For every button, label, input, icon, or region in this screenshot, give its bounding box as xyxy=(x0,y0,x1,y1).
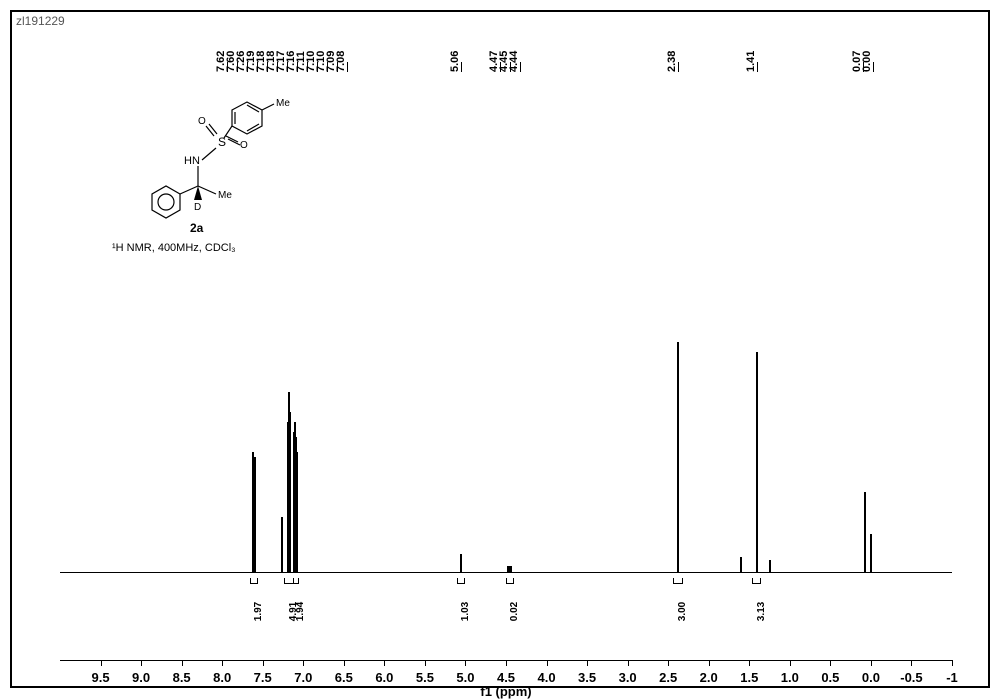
peak-ppm-label: 1.41 xyxy=(745,51,757,72)
integral-bracket xyxy=(250,578,258,584)
nmr-peak xyxy=(254,457,256,572)
x-axis-tick-label: 4.5 xyxy=(497,670,515,685)
x-axis-tick xyxy=(425,660,426,666)
nmr-plot-area: 1.974.911.941.030.023.003.139.59.08.58.0… xyxy=(12,72,988,612)
x-axis-title: f1 (ppm) xyxy=(480,684,531,699)
peak-ppm-label: 7.08 xyxy=(335,51,347,72)
peak-label-bar: 7.627.607.267.197.187.187.177.167.117.10… xyxy=(12,12,988,72)
peak-ppm-label: 2.38 xyxy=(666,51,678,72)
peak-leader-line xyxy=(461,62,462,72)
x-axis-tick xyxy=(506,660,507,666)
integral-bracket xyxy=(673,578,683,584)
x-axis-tick-label: 6.5 xyxy=(335,670,353,685)
x-axis-tick xyxy=(344,660,345,666)
x-axis-tick-label: 3.5 xyxy=(578,670,596,685)
integral-bracket xyxy=(293,578,299,584)
peak-leader-line xyxy=(347,62,348,72)
nmr-peak xyxy=(740,557,742,572)
peak-ppm-label: 5.06 xyxy=(449,51,461,72)
x-axis-tick xyxy=(911,660,912,666)
integral-value: 3.13 xyxy=(756,602,767,621)
x-axis-tick-label: 0.5 xyxy=(821,670,839,685)
x-axis-tick xyxy=(587,660,588,666)
integral-value: 3.00 xyxy=(677,602,688,621)
nmr-peak xyxy=(864,492,866,572)
x-axis-tick-label: 9.0 xyxy=(132,670,150,685)
nmr-peak xyxy=(510,566,512,572)
x-axis-tick xyxy=(749,660,750,666)
x-axis-tick-label: -1 xyxy=(946,670,958,685)
nmr-peak xyxy=(296,452,298,572)
x-axis-tick xyxy=(830,660,831,666)
x-axis-tick-label: 8.5 xyxy=(173,670,191,685)
x-axis-tick-label: 7.5 xyxy=(254,670,272,685)
nmr-peak xyxy=(677,342,679,572)
peak-leader-line xyxy=(873,62,874,72)
peak-leader-line xyxy=(520,62,521,72)
x-axis-tick-label: 3.0 xyxy=(619,670,637,685)
nmr-figure-frame: zl191229 7.627.607.267.197.187.187.177.1… xyxy=(10,10,990,688)
x-axis-tick xyxy=(790,660,791,666)
peak-leader-line xyxy=(757,62,758,72)
nmr-peak xyxy=(870,534,872,572)
x-axis-tick xyxy=(709,660,710,666)
x-axis-tick-label: 5.5 xyxy=(416,670,434,685)
x-axis-tick-label: 2.0 xyxy=(700,670,718,685)
x-axis-tick xyxy=(303,660,304,666)
integral-bracket xyxy=(457,578,465,584)
nmr-peak xyxy=(289,412,291,572)
nmr-peak xyxy=(460,554,462,572)
x-axis-tick xyxy=(141,660,142,666)
integral-value: 1.97 xyxy=(253,602,264,621)
x-axis-tick xyxy=(668,660,669,666)
x-axis-tick-label: -0.5 xyxy=(900,670,922,685)
x-axis-tick xyxy=(871,660,872,666)
nmr-peak xyxy=(281,517,283,572)
x-axis-tick-label: 6.0 xyxy=(375,670,393,685)
x-axis-tick-label: 4.0 xyxy=(537,670,555,685)
x-axis-tick xyxy=(263,660,264,666)
x-axis-tick xyxy=(628,660,629,666)
x-axis-tick xyxy=(101,660,102,666)
x-axis-tick xyxy=(384,660,385,666)
x-axis-tick-label: 9.5 xyxy=(91,670,109,685)
x-axis-tick xyxy=(465,660,466,666)
x-axis-tick-label: 2.5 xyxy=(659,670,677,685)
x-axis-tick-label: 0.0 xyxy=(862,670,880,685)
integral-value: 1.03 xyxy=(460,602,471,621)
integral-bracket xyxy=(752,578,762,584)
x-axis-tick xyxy=(182,660,183,666)
peak-leader-line xyxy=(678,62,679,72)
x-axis-tick-label: 1.5 xyxy=(740,670,758,685)
x-axis-tick-label: 7.0 xyxy=(294,670,312,685)
x-axis-tick-label: 5.0 xyxy=(456,670,474,685)
x-axis-tick xyxy=(547,660,548,666)
x-axis-tick-label: 1.0 xyxy=(781,670,799,685)
integral-bracket xyxy=(506,578,514,584)
peak-ppm-label: 0.00 xyxy=(861,51,873,72)
integral-value: 0.02 xyxy=(509,602,520,621)
peak-ppm-label: 4.44 xyxy=(508,51,520,72)
x-axis-tick xyxy=(952,660,953,666)
x-axis-tick-label: 8.0 xyxy=(213,670,231,685)
nmr-peak xyxy=(756,352,758,572)
baseline xyxy=(60,572,952,573)
nmr-peak xyxy=(769,560,771,572)
x-axis-tick xyxy=(222,660,223,666)
integral-value: 1.94 xyxy=(295,602,306,621)
